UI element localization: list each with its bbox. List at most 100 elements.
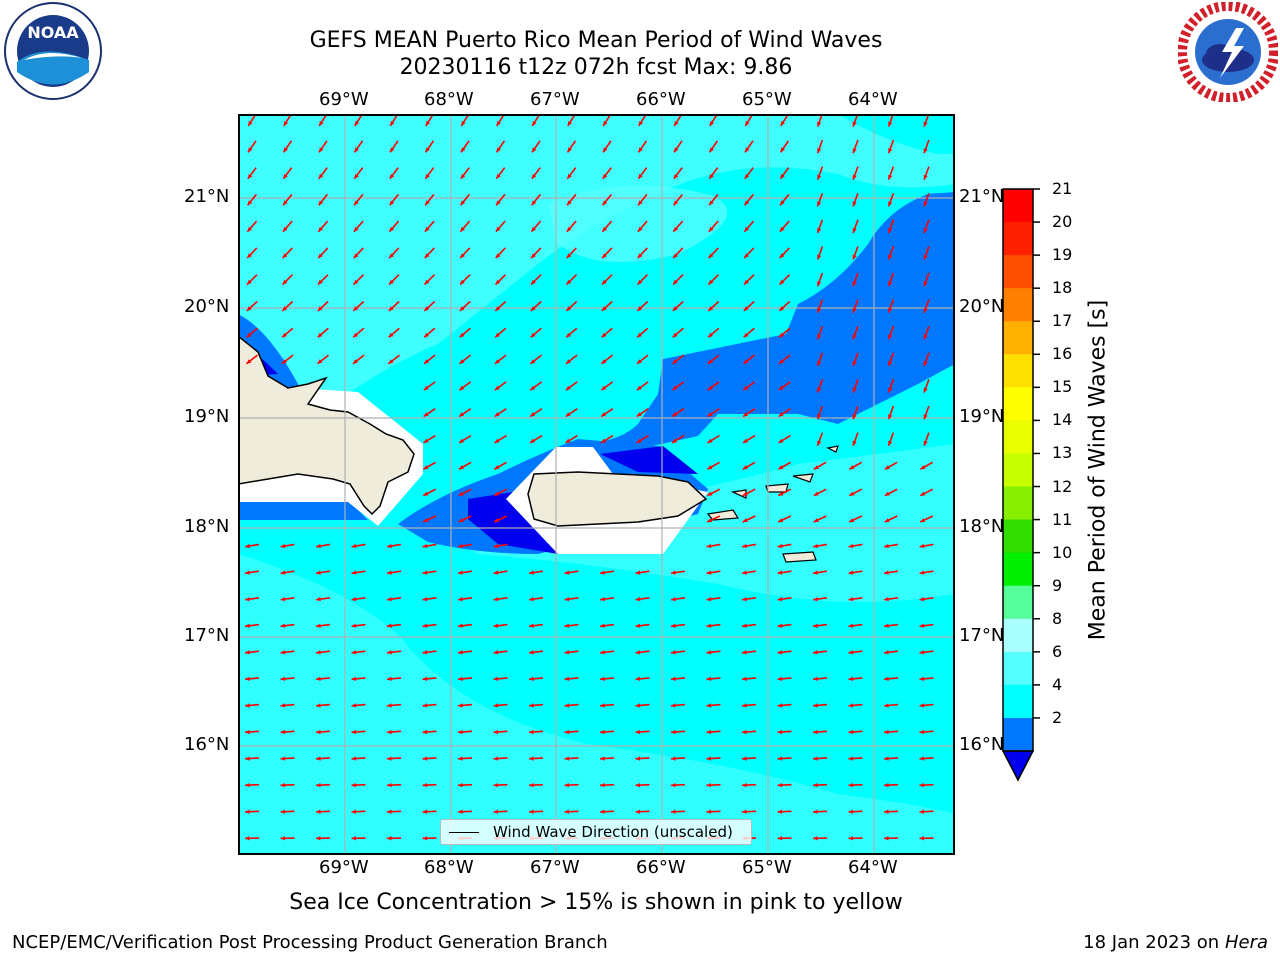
wind-wave-arrowhead	[601, 412, 607, 417]
lon-tick-bottom: 66°W	[636, 857, 686, 878]
wind-wave-arrowhead	[531, 226, 536, 232]
wind-wave-arrowhead	[316, 756, 321, 761]
wind-wave-arrowhead	[529, 729, 534, 735]
lon-tick-top: 65°W	[742, 89, 792, 110]
wind-wave-arrowhead	[529, 596, 534, 602]
wind-wave-arrowhead	[461, 147, 466, 153]
wind-wave-arrowhead	[248, 147, 253, 153]
colorbar-frame	[1002, 188, 1034, 752]
wind-wave-arrowhead	[600, 676, 605, 682]
wind-wave-arrowhead	[247, 173, 253, 179]
wind-wave-arrowhead	[459, 385, 465, 391]
colorbar-label: 2	[1052, 707, 1063, 727]
wind-wave-arrowhead	[709, 173, 714, 179]
wind-wave-arrowhead	[635, 809, 641, 814]
wind-wave-arrowhead	[852, 334, 857, 340]
wind-wave-arrowhead	[778, 385, 784, 391]
lon-tick-bottom: 64°W	[848, 857, 898, 878]
wind-wave-arrowhead	[531, 279, 536, 285]
wind-wave-arrowhead	[387, 809, 392, 814]
wind-wave-arrowhead	[888, 228, 893, 233]
colorbar-segment	[1003, 420, 1033, 454]
wind-wave-arrowhead	[280, 676, 286, 682]
wind-wave-arrowhead	[493, 703, 499, 708]
wind-wave-arrowhead	[280, 596, 286, 602]
wind-wave-arrowhead	[564, 703, 570, 708]
lat-tick-left: 18°N	[184, 516, 230, 537]
wind-wave-arrowhead	[493, 543, 499, 549]
wind-wave-arrowhead	[671, 703, 676, 708]
wind-wave-arrowhead	[919, 650, 925, 655]
wind-wave-arrowhead	[566, 306, 572, 311]
wind-wave-arrowhead	[389, 226, 394, 232]
wind-wave-arrowhead	[817, 414, 822, 420]
wind-wave-arrowhead	[884, 809, 889, 814]
wave-period-below-2-pr-ne	[600, 446, 698, 474]
wind-wave-arrowhead	[389, 279, 394, 285]
wind-wave-arrowhead	[387, 782, 392, 788]
wind-wave-arrowhead	[672, 412, 678, 417]
wind-wave-arrowhead	[707, 491, 713, 496]
wind-wave-arrowhead	[848, 836, 854, 841]
wind-wave-arrowhead	[422, 729, 428, 735]
wind-wave-arrowhead	[495, 253, 501, 259]
legend-line-swatch	[449, 831, 479, 833]
wind-wave-arrowhead	[780, 200, 785, 206]
wind-wave-arrowhead	[637, 279, 643, 285]
wind-wave-arrowhead	[923, 307, 928, 313]
wind-wave-arrowhead	[852, 121, 857, 127]
wind-wave-arrowhead	[920, 465, 926, 470]
colorbar-label: 12	[1052, 476, 1073, 496]
legend-label: Wind Wave Direction (unscaled)	[493, 823, 733, 841]
wind-wave-arrowhead	[247, 279, 252, 285]
wind-wave-arrowhead	[564, 756, 570, 761]
wind-wave-arrowhead	[777, 782, 783, 788]
wind-wave-arrowhead	[422, 623, 428, 628]
wind-wave-arrowhead	[424, 253, 430, 259]
wind-wave-arrowhead	[600, 782, 605, 788]
wind-wave-arrowhead	[566, 253, 572, 259]
colorbar-label: 20	[1052, 212, 1073, 232]
wind-wave-arrowhead	[813, 729, 818, 735]
wind-wave-arrowhead	[884, 491, 890, 496]
wind-wave-arrowhead	[351, 729, 357, 735]
wind-wave-arrowhead	[923, 174, 928, 180]
wind-wave-arrowhead	[565, 359, 571, 364]
wind-wave-arrowhead	[422, 650, 428, 655]
lat-tick-left: 19°N	[184, 406, 230, 427]
wind-wave-arrowhead	[245, 596, 250, 602]
wind-wave-arrowhead	[600, 596, 605, 602]
wind-wave-arrowhead	[351, 756, 357, 761]
wind-wave-arrowhead	[742, 756, 747, 761]
wind-wave-arrowhead	[388, 306, 394, 311]
wind-wave-arrowhead	[318, 253, 323, 259]
chart-title: GEFS MEAN Puerto Rico Mean Period of Win…	[309, 28, 883, 53]
wind-wave-arrowhead	[530, 332, 536, 338]
wind-wave-arrowhead	[919, 570, 925, 575]
wind-wave-arrowhead	[388, 359, 394, 364]
wind-wave-arrowhead	[389, 173, 395, 179]
colorbar-label: 16	[1052, 344, 1073, 364]
wind-wave-arrowhead	[424, 332, 430, 338]
colorbar-segment	[1003, 321, 1033, 355]
wind-wave-arrowhead	[848, 676, 854, 682]
wind-wave-arrowhead	[817, 440, 822, 446]
lat-tick-right: 21°N	[959, 186, 1005, 207]
wind-wave-arrowhead	[353, 279, 359, 285]
wind-wave-arrowhead	[458, 782, 463, 788]
wind-wave-arrowhead	[529, 623, 534, 628]
wind-wave-arrowhead	[813, 465, 819, 470]
wind-wave-arrowhead	[848, 623, 854, 628]
lat-tick-left: 17°N	[184, 625, 230, 646]
wind-wave-arrowhead	[494, 491, 500, 496]
lon-tick-bottom: 69°W	[319, 857, 369, 878]
lat-tick-right: 20°N	[959, 296, 1005, 317]
wind-wave-arrowhead	[813, 836, 818, 841]
wind-wave-arrowhead	[674, 147, 679, 153]
wind-wave-arrowhead	[920, 518, 926, 523]
wind-wave-arrowhead	[388, 332, 394, 338]
wind-wave-arrowhead	[496, 120, 501, 126]
wind-wave-arrowhead	[709, 120, 714, 126]
lon-tick-top: 69°W	[319, 89, 369, 110]
wind-wave-arrowhead	[353, 253, 359, 259]
